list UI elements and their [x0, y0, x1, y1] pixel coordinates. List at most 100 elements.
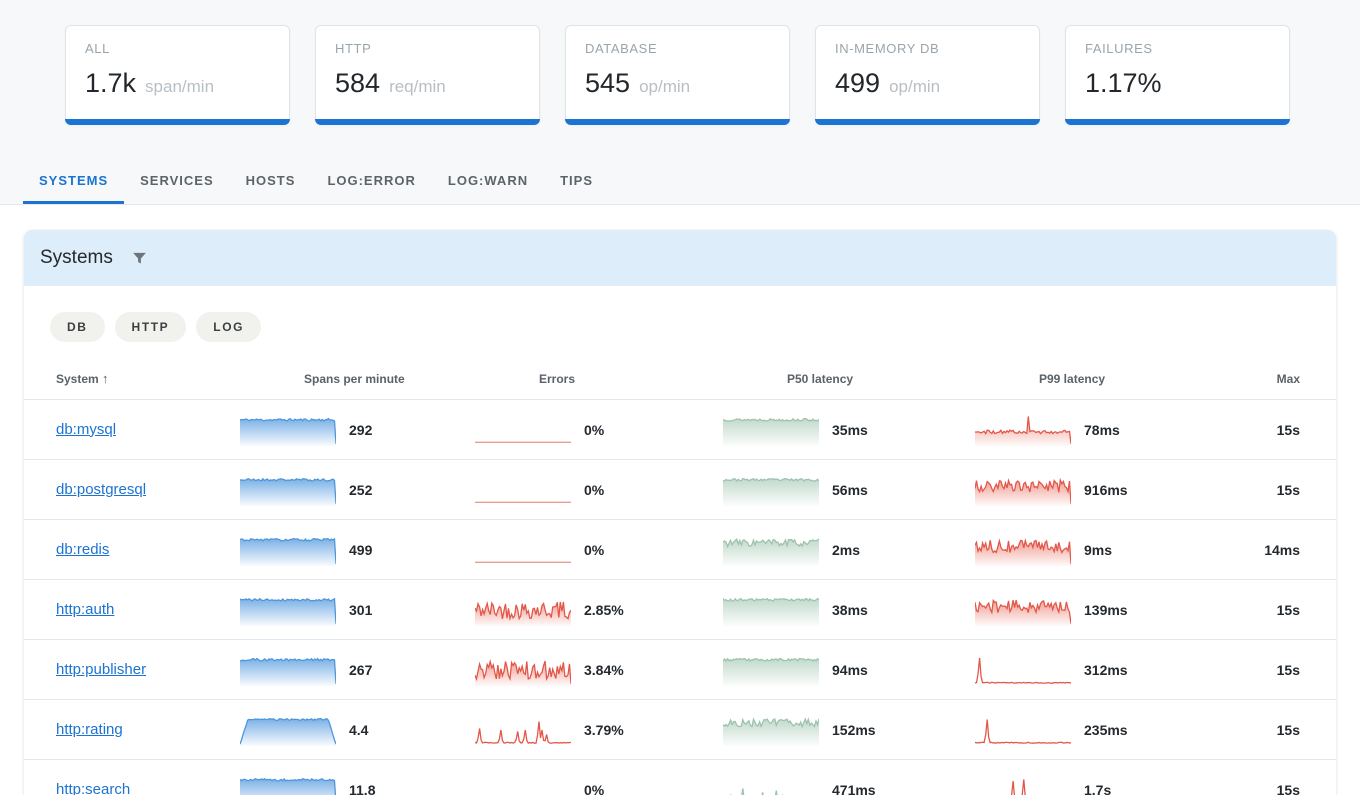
metric-label: FAILURES — [1085, 41, 1153, 56]
metric-accent-bar — [815, 119, 1040, 125]
table-row: http:publisher 267 3.84% 94ms — [24, 639, 1336, 699]
p50-latency-sparkline — [723, 714, 819, 746]
p50-latency-sparkline — [723, 654, 819, 686]
p50-latency-value: 38ms — [832, 601, 868, 618]
tab-label: SERVICES — [140, 173, 214, 188]
errors-sparkline — [475, 774, 571, 795]
spans-value: 267 — [349, 661, 373, 678]
system-link[interactable]: db:mysql — [56, 420, 117, 438]
max-value: 15s — [1276, 661, 1300, 678]
spans-value: 301 — [349, 601, 373, 618]
column-header-p99[interactable]: P99 latency — [1039, 371, 1106, 386]
errors-value: 0% — [584, 541, 605, 558]
p99-latency-sparkline — [975, 534, 1071, 566]
metric-label: ALL — [85, 41, 110, 56]
p50-latency-sparkline — [723, 534, 819, 566]
p50-latency-value: 94ms — [832, 661, 868, 678]
column-header-system[interactable]: System ↑ — [56, 371, 109, 386]
p50-latency-value: 2ms — [832, 541, 861, 558]
p99-latency-sparkline — [975, 414, 1071, 446]
p50-latency-sparkline — [723, 414, 819, 446]
p99-latency-value: 9ms — [1084, 541, 1113, 558]
table-row: db:postgresql 252 0% 56ms — [24, 459, 1336, 519]
table-body: db:mysql 292 0% 35ms — [24, 399, 1336, 795]
tab-label: SYSTEMS — [39, 173, 109, 188]
system-link[interactable]: http:auth — [56, 600, 115, 618]
tab[interactable]: LOG:WARN — [432, 159, 544, 204]
spans-sparkline — [240, 654, 336, 686]
system-link[interactable]: db:postgresql — [56, 480, 147, 498]
p99-latency-sparkline — [975, 474, 1071, 506]
filter-icon[interactable] — [131, 250, 148, 267]
spans-value: 252 — [349, 481, 373, 498]
spans-sparkline — [240, 474, 336, 506]
p99-latency-value: 1.7s — [1084, 781, 1112, 795]
errors-value: 0% — [584, 481, 605, 498]
tab[interactable]: HOSTS — [230, 159, 312, 204]
metric-label: HTTP — [335, 41, 372, 56]
metric-card: IN-MEMORY DB 499 op/min — [815, 25, 1040, 125]
systems-table: System ↑ Spans per minute Errors P50 lat… — [24, 358, 1336, 795]
errors-value: 3.84% — [584, 661, 624, 678]
max-value: 15s — [1276, 601, 1300, 618]
tab[interactable]: SERVICES — [124, 159, 230, 204]
filter-chip[interactable]: DB — [50, 312, 105, 342]
panel-title: Systems — [40, 247, 113, 268]
metric-unit: op/min — [889, 77, 941, 96]
spans-sparkline — [240, 714, 336, 746]
errors-sparkline — [475, 594, 571, 626]
p50-latency-sparkline — [723, 474, 819, 506]
column-header-errors[interactable]: Errors — [539, 371, 576, 386]
errors-value: 2.85% — [584, 601, 624, 618]
max-value: 15s — [1276, 721, 1300, 738]
metric-accent-bar — [565, 119, 790, 125]
max-value: 15s — [1276, 481, 1300, 498]
errors-value: 0% — [584, 421, 605, 438]
tab-label: HOSTS — [245, 173, 296, 188]
metric-card: FAILURES 1.17% — [1065, 25, 1290, 125]
p99-latency-value: 312ms — [1084, 661, 1128, 678]
filter-chip[interactable]: LOG — [196, 312, 262, 342]
main-content: Systems DB HTTP LOG System ↑ Spans per min… — [0, 205, 1360, 795]
p50-latency-sparkline — [723, 594, 819, 626]
spans-sparkline — [240, 594, 336, 626]
spans-value: 292 — [349, 421, 373, 438]
metric-value: 499 — [835, 68, 881, 98]
metric-unit: req/min — [389, 77, 446, 96]
metric-unit: op/min — [639, 77, 691, 96]
metric-accent-bar — [1065, 119, 1290, 125]
spans-value: 11.8 — [349, 781, 376, 795]
metric-card: DATABASE 545 op/min — [565, 25, 790, 125]
p99-latency-value: 916ms — [1084, 481, 1128, 498]
metric-card: ALL 1.7k span/min — [65, 25, 290, 125]
system-link[interactable]: http:search — [56, 780, 131, 795]
systems-panel: Systems DB HTTP LOG System ↑ Spans per min… — [24, 230, 1336, 795]
filter-chip[interactable]: HTTP — [114, 312, 187, 342]
table-row: db:mysql 292 0% 35ms — [24, 399, 1336, 459]
max-value: 15s — [1276, 781, 1300, 795]
spans-value: 4.4 — [349, 721, 369, 738]
max-value: 15s — [1276, 421, 1300, 438]
system-link[interactable]: http:publisher — [56, 660, 147, 678]
table-row: http:rating 4.4 3.79% 152ms — [24, 699, 1336, 759]
spans-sparkline — [240, 414, 336, 446]
panel-header: Systems — [24, 230, 1336, 286]
metric-cards: ALL 1.7k span/min HTTP 584 req/min DATAB… — [0, 25, 1360, 125]
max-value: 14ms — [1264, 541, 1300, 558]
p99-latency-sparkline — [975, 594, 1071, 626]
column-header-p50[interactable]: P50 latency — [787, 371, 854, 386]
system-link[interactable]: db:redis — [56, 540, 110, 558]
p99-latency-sparkline — [975, 714, 1071, 746]
p99-latency-value: 78ms — [1084, 421, 1120, 438]
tab[interactable]: LOG:ERROR — [311, 159, 431, 204]
table-row: http:search 11.8 0% 471ms — [24, 759, 1336, 795]
tab[interactable]: TIPS — [544, 159, 609, 204]
spans-value: 499 — [349, 541, 373, 558]
spans-sparkline — [240, 534, 336, 566]
summary-section: ALL 1.7k span/min HTTP 584 req/min DATAB… — [0, 0, 1360, 205]
column-header-max[interactable]: Max — [1276, 371, 1300, 386]
tab[interactable]: SYSTEMS — [23, 159, 125, 204]
system-link[interactable]: http:rating — [56, 720, 123, 738]
p50-latency-value: 35ms — [832, 421, 868, 438]
column-header-spans[interactable]: Spans per minute — [304, 371, 405, 386]
